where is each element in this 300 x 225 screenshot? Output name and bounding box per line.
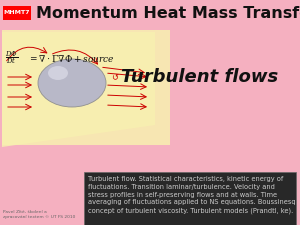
Text: Turbulent flows: Turbulent flows: [122, 68, 279, 86]
FancyBboxPatch shape: [3, 6, 31, 20]
Text: $= \nabla \cdot \Gamma \nabla \Phi + source$: $= \nabla \cdot \Gamma \nabla \Phi + sou…: [28, 53, 115, 64]
Text: Momentum Heat Mass Transfer: Momentum Heat Mass Transfer: [36, 5, 300, 20]
Text: Turbulent flow. Statistical characteristics, kinetic energy of
fluctuations. Tra: Turbulent flow. Statistical characterist…: [88, 176, 296, 214]
Polygon shape: [2, 30, 170, 145]
Text: MHMT7: MHMT7: [4, 11, 30, 16]
Text: $\circlearrowleft$: $\circlearrowleft$: [110, 72, 120, 82]
Text: Pavel Zítě, školení a
zpracování textem © UT FS 2010: Pavel Zítě, školení a zpracování textem …: [3, 210, 75, 219]
Text: $\frac{D\Phi}{Dt}$: $\frac{D\Phi}{Dt}$: [5, 50, 18, 67]
Polygon shape: [2, 32, 155, 147]
FancyBboxPatch shape: [84, 172, 296, 225]
Ellipse shape: [48, 66, 68, 80]
Ellipse shape: [38, 59, 106, 107]
